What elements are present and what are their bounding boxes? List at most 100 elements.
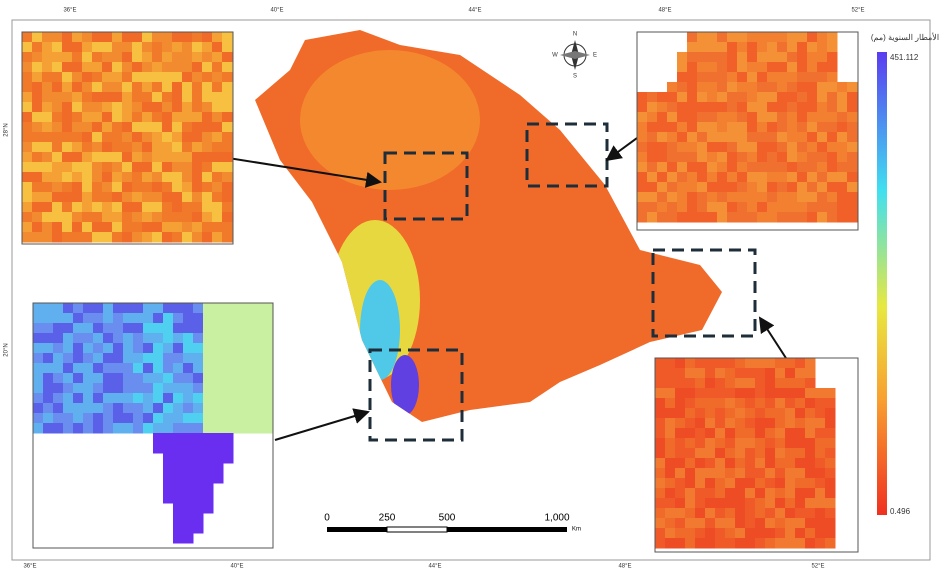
inset-pixel <box>202 142 213 153</box>
inset-pixel <box>745 508 756 519</box>
inset-pixel <box>665 418 676 429</box>
inset-pixel <box>133 353 144 364</box>
inset-pixel <box>163 493 174 504</box>
inset-pixel <box>757 112 768 123</box>
inset-pixel <box>837 82 848 93</box>
inset-pixel <box>213 353 224 364</box>
inset-pixel <box>193 323 204 334</box>
inset-pixel <box>755 368 766 379</box>
inset-pixel <box>715 498 726 509</box>
inset-pixel <box>203 313 214 324</box>
inset-pixel <box>172 52 183 63</box>
inset-pixel <box>785 518 796 529</box>
inset-pixel <box>73 323 84 334</box>
inset-pixel <box>233 333 244 344</box>
inset-pixel <box>795 368 806 379</box>
inset-pixel <box>827 162 838 173</box>
inset-pixel <box>263 333 274 344</box>
inset-pixel <box>707 102 718 113</box>
inset-pixel <box>675 418 686 429</box>
inset-pixel <box>637 182 648 193</box>
inset-pixel <box>847 122 858 133</box>
inset-pixel <box>152 72 163 83</box>
inset-pixel <box>807 62 818 73</box>
inset-pixel <box>142 172 153 183</box>
inset-pixel <box>775 458 786 469</box>
inset-pixel <box>142 52 153 63</box>
legend-max: 451.112 <box>890 53 919 62</box>
frame-label-left: 20°N <box>4 343 10 356</box>
inset-pixel <box>133 303 144 314</box>
inset-pixel <box>212 92 223 103</box>
inset-pixel <box>735 398 746 409</box>
inset-pixel <box>675 438 686 449</box>
inset-pixel <box>122 172 133 183</box>
inset-pixel <box>747 162 758 173</box>
inset-pixel <box>685 368 696 379</box>
inset-pixel <box>102 222 113 233</box>
inset-pixel <box>82 32 93 43</box>
inset-pixel <box>22 82 33 93</box>
inset-pixel <box>687 202 698 213</box>
compass-n: N <box>573 32 577 38</box>
inset-pixel <box>677 122 688 133</box>
inset-pixel <box>52 162 63 173</box>
inset-pixel <box>675 368 686 379</box>
inset-pixel <box>52 102 63 113</box>
inset-pixel <box>163 343 174 354</box>
frame-label-bottom: 40°E <box>230 564 243 570</box>
inset-pixel <box>92 192 103 203</box>
inset-pixel <box>32 172 43 183</box>
inset-pixel <box>755 428 766 439</box>
inset-pixel <box>775 428 786 439</box>
inset-pixel <box>737 142 748 153</box>
inset-pixel <box>182 152 193 163</box>
inset-pixel <box>102 122 113 133</box>
inset-pixel <box>73 423 84 434</box>
inset-pixel <box>92 62 103 73</box>
inset-pixel <box>755 388 766 399</box>
inset-pixel <box>52 52 63 63</box>
inset-pixel <box>707 32 718 43</box>
inset-pixel <box>655 458 666 469</box>
inset-pixel <box>735 498 746 509</box>
inset-pixel <box>647 112 658 123</box>
inset-pixel <box>163 423 174 434</box>
inset-pixel <box>785 448 796 459</box>
inset-pixel <box>687 102 698 113</box>
inset-pixel <box>667 192 678 203</box>
inset-pixel <box>62 42 73 53</box>
inset-pixel <box>113 323 124 334</box>
inset-pixel <box>787 122 798 133</box>
inset-pixel <box>222 72 233 83</box>
inset-pixel <box>675 448 686 459</box>
inset-pixel <box>33 363 44 374</box>
inset-pixel <box>92 82 103 93</box>
inset-pixel <box>787 32 798 43</box>
inset-pixel <box>122 232 133 243</box>
inset-pixel <box>153 423 164 434</box>
inset-pixel <box>172 192 183 203</box>
inset-pixel <box>132 192 143 203</box>
inset-pixel <box>142 32 153 43</box>
inset-pixel <box>765 518 776 529</box>
inset-pixel <box>695 358 706 369</box>
inset-pixel <box>82 82 93 93</box>
inset-pixel <box>212 32 223 43</box>
inset-pixel <box>807 212 818 223</box>
inset-pixel <box>797 62 808 73</box>
inset-pixel <box>33 423 44 434</box>
inset-pixel <box>263 373 274 384</box>
inset-pixel <box>62 32 73 43</box>
inset-pixel <box>805 408 816 419</box>
inset-pixel <box>665 398 676 409</box>
inset-pixel <box>82 172 93 183</box>
inset-pixel <box>263 313 274 324</box>
inset-pixel <box>727 112 738 123</box>
inset-pixel <box>767 82 778 93</box>
inset-pixel <box>725 378 736 389</box>
inset-pixel <box>705 358 716 369</box>
inset-pixel <box>213 323 224 334</box>
inset-pixel <box>805 488 816 499</box>
inset-pixel <box>827 112 838 123</box>
